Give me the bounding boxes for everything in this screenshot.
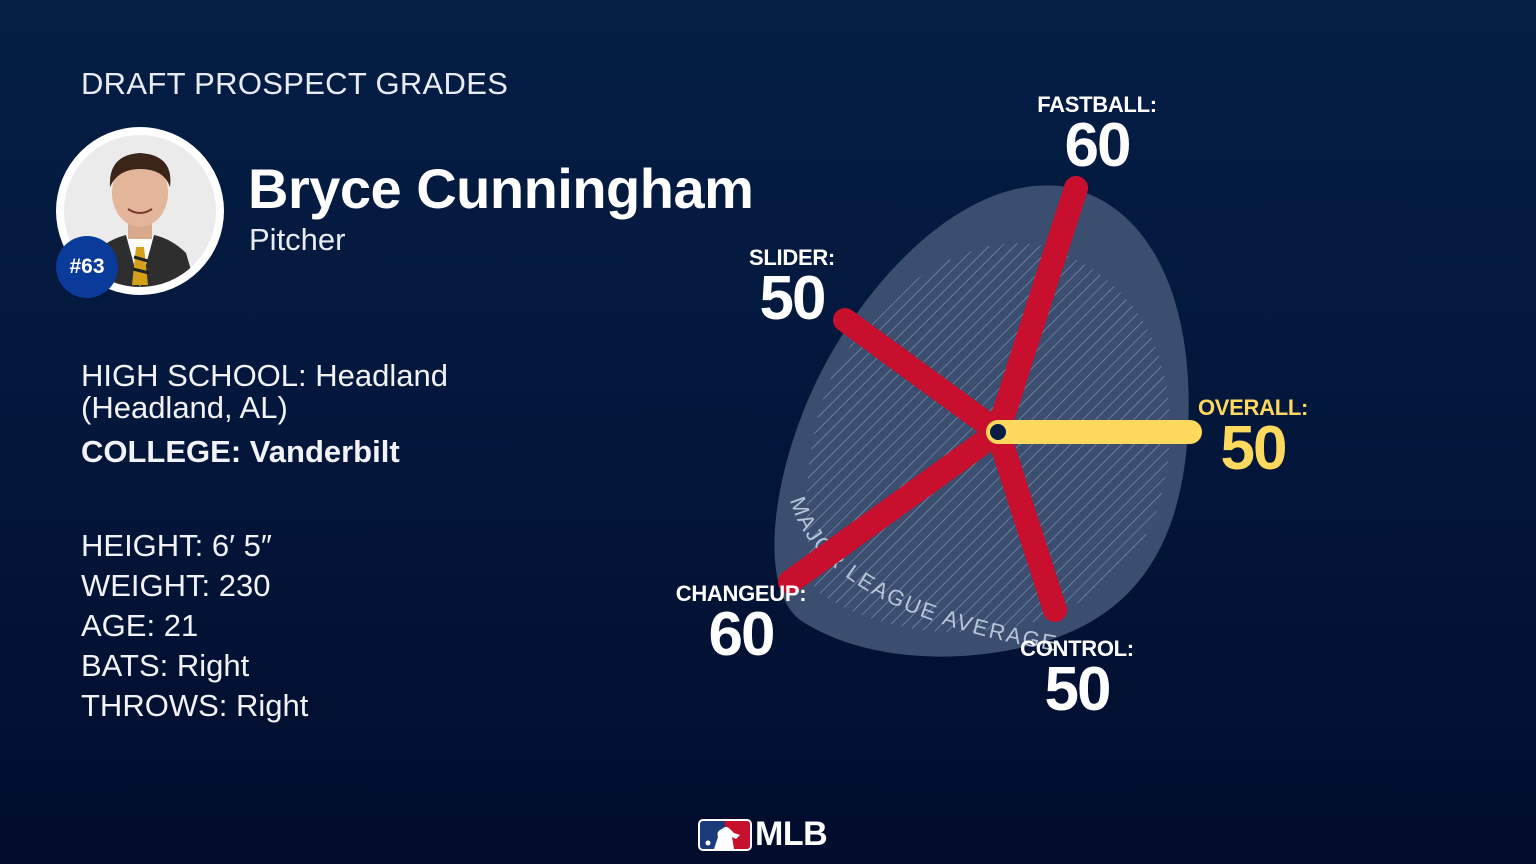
stat-throws: THROWS: Right	[81, 688, 309, 723]
stat-height: HEIGHT: 6′ 5″	[81, 528, 272, 563]
mlb-logo-text: MLB	[755, 815, 828, 853]
changeup-bar	[778, 420, 1010, 594]
slider-value: 50	[759, 264, 827, 333]
high-school-value: Headland	[315, 358, 448, 393]
college-info: COLLEGE: Vanderbilt	[81, 436, 400, 468]
stat-weight: WEIGHT: 230	[81, 568, 271, 603]
college-value: Vanderbilt	[249, 434, 400, 469]
high-school-label: HIGH SCHOOL:	[81, 358, 307, 393]
player-position: Pitcher	[249, 222, 346, 257]
chart-center-dot	[990, 424, 1006, 440]
overall-label: OVERALL:	[1197, 395, 1309, 420]
changeup-value: 60	[708, 600, 776, 669]
control-bar	[986, 420, 1067, 622]
fastball-label: FASTBALL:	[1037, 92, 1157, 117]
high-school-location: (Headland, AL)	[81, 390, 288, 425]
player-stats: HEIGHT: 6′ 5″ WEIGHT: 230 AGE: 21 BATS: …	[81, 526, 308, 726]
grade-bars	[778, 176, 1088, 622]
player-avatar-wrap: #63	[56, 127, 224, 298]
player-name: Bryce Cunningham	[248, 157, 754, 220]
high-school-info: HIGH SCHOOL: Headland (Headland, AL)	[81, 360, 448, 424]
page-title: DRAFT PROSPECT GRADES	[81, 66, 509, 101]
fastball-bar	[986, 176, 1088, 444]
control-value: 50	[1044, 655, 1112, 724]
changeup-label: CHANGEUP:	[675, 581, 807, 606]
slider-label: SLIDER:	[749, 245, 835, 270]
slider-bar	[833, 308, 1010, 444]
rank-badge: #63	[56, 236, 118, 298]
college-label: COLLEGE:	[81, 434, 242, 469]
mlb-logo: MLB	[698, 815, 828, 854]
control-label: CONTROL:	[1020, 636, 1134, 661]
mlb-logo-icon	[698, 818, 752, 851]
stat-bats: BATS: Right	[81, 648, 250, 683]
stat-age: AGE: 21	[81, 608, 199, 643]
fastball-value: 60	[1064, 111, 1132, 180]
overall-value: 50	[1220, 414, 1288, 483]
